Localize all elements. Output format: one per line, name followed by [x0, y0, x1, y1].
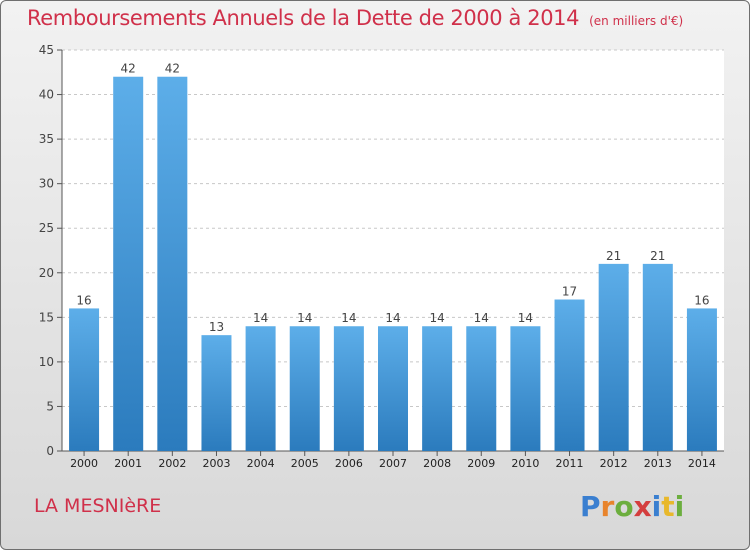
- y-tick-label: 30: [39, 177, 54, 191]
- bar-value-label: 42: [121, 62, 136, 76]
- bar-value-label: 42: [165, 62, 180, 76]
- bar: [201, 335, 232, 451]
- x-tick-label: 2014: [688, 457, 716, 470]
- bar: [245, 326, 276, 451]
- x-tick-label: 2007: [379, 457, 407, 470]
- y-tick-label: 15: [39, 310, 54, 324]
- bar-value-label: 21: [606, 249, 621, 263]
- x-tick-label: 2013: [644, 457, 672, 470]
- bar: [422, 326, 453, 451]
- bar: [289, 326, 320, 451]
- x-tick-label: 2001: [114, 457, 142, 470]
- bar: [466, 326, 497, 451]
- bar-value-label: 21: [650, 249, 665, 263]
- bar-value-label: 14: [385, 311, 400, 325]
- bar-value-label: 13: [209, 320, 224, 334]
- bar-value-label: 14: [297, 311, 312, 325]
- x-tick-label: 2010: [511, 457, 539, 470]
- chart-title: Remboursements Annuels de la Dette de 20…: [27, 6, 683, 30]
- bar-value-label: 14: [474, 311, 489, 325]
- y-tick-label: 45: [39, 43, 54, 57]
- bar: [642, 263, 673, 451]
- x-tick-label: 2000: [70, 457, 98, 470]
- x-tick-label: 2004: [247, 457, 275, 470]
- y-tick-label: 5: [46, 399, 54, 413]
- y-tick-label: 0: [46, 444, 54, 458]
- bar: [69, 308, 100, 451]
- bar: [510, 326, 541, 451]
- x-tick-label: 2002: [158, 457, 186, 470]
- chart-title-main: Remboursements Annuels de la Dette de 20…: [27, 6, 580, 30]
- bar-value-label: 16: [694, 293, 709, 307]
- chart-subtitle: (en milliers d'€): [589, 14, 684, 28]
- bar: [554, 299, 585, 451]
- bar-value-label: 14: [341, 311, 356, 325]
- y-tick-label: 20: [39, 266, 54, 280]
- bar: [598, 263, 629, 451]
- y-tick-label: 25: [39, 221, 54, 235]
- bar-value-label: 14: [429, 311, 444, 325]
- x-tick-label: 2006: [335, 457, 363, 470]
- y-tick-label: 10: [39, 355, 54, 369]
- bar: [686, 308, 717, 451]
- x-tick-label: 2005: [291, 457, 319, 470]
- bar-value-label: 14: [518, 311, 533, 325]
- bar: [378, 326, 408, 451]
- bar: [157, 76, 188, 451]
- x-tick-label: 2011: [556, 457, 584, 470]
- bar: [333, 326, 364, 451]
- bar-value-label: 16: [76, 293, 91, 307]
- bar: [113, 76, 144, 451]
- svg-text:Proxiti: Proxiti: [580, 490, 684, 523]
- y-tick-label: 40: [39, 88, 54, 102]
- x-tick-label: 2012: [600, 457, 628, 470]
- bar-value-label: 17: [562, 285, 577, 299]
- y-tick-label: 35: [39, 132, 54, 146]
- town-name: LA MESNIèRE: [34, 495, 162, 517]
- x-tick-label: 2008: [423, 457, 451, 470]
- x-tick-label: 2009: [467, 457, 495, 470]
- bar-value-label: 14: [253, 311, 268, 325]
- x-tick-label: 2003: [202, 457, 230, 470]
- proxiti-logo: Proxiti: [580, 490, 684, 523]
